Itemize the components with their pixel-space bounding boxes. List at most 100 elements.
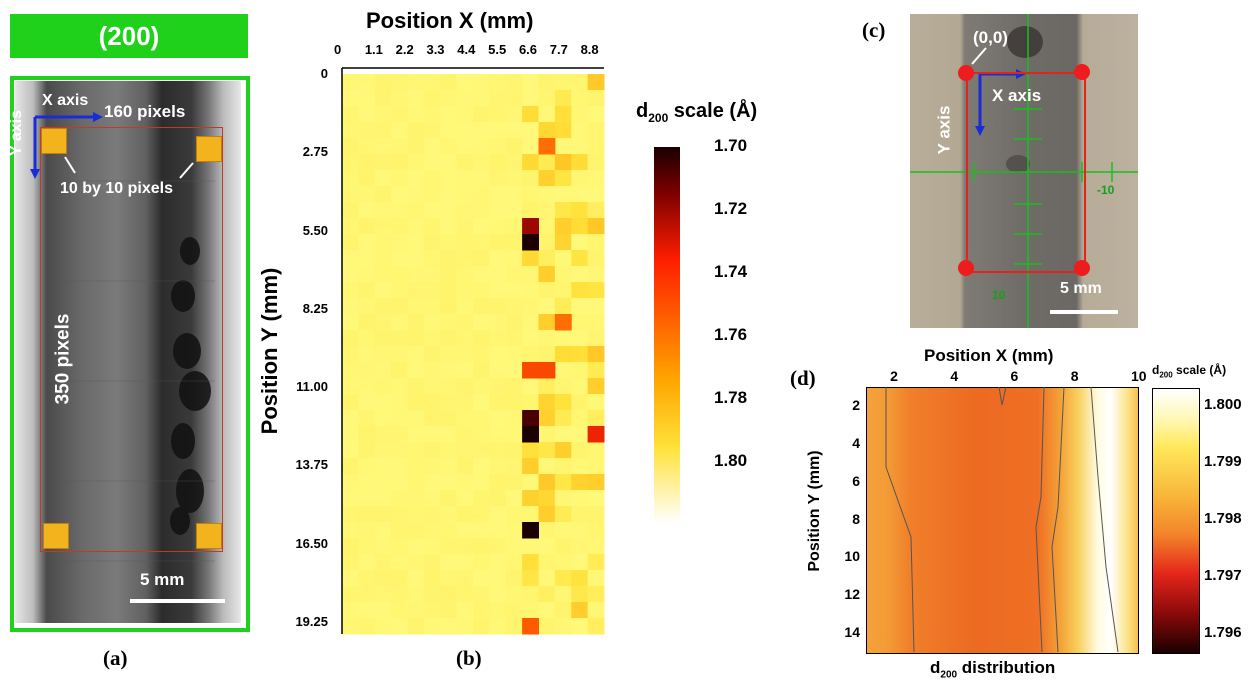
heatmap-cell — [423, 218, 441, 235]
heatmap-cell — [374, 298, 392, 315]
heatmap-cell — [374, 602, 392, 619]
panel-c-scale-label: 5 mm — [1060, 280, 1102, 297]
heatmap-cell — [407, 522, 425, 539]
heatmap-cell — [374, 426, 392, 443]
heatmap-cell — [456, 122, 474, 139]
heatmap-cell — [554, 234, 572, 251]
heatmap-cell — [587, 490, 605, 507]
heatmap-cell — [489, 522, 507, 539]
heatmap-cell — [407, 218, 425, 235]
heatmap-cell — [391, 330, 408, 347]
heatmap-cell — [440, 330, 458, 347]
heatmap-cell — [554, 138, 572, 155]
heatmap-cell — [456, 570, 474, 587]
heatmap-cell — [505, 426, 523, 443]
heatmap-cell — [489, 250, 507, 267]
heatmap-cell — [407, 266, 425, 283]
heatmap-cell — [358, 90, 376, 107]
heatmap-cell — [505, 266, 523, 283]
heatmap-cell — [473, 202, 490, 219]
heatmap-cell — [571, 314, 589, 331]
heatmap-cell — [473, 266, 490, 283]
heatmap-cell — [587, 138, 605, 155]
panel-a-square-label: 10 by 10 pixels — [60, 180, 173, 197]
heatmap-cell — [407, 234, 425, 251]
heatmap-cell — [358, 474, 376, 491]
heatmap-cell — [374, 362, 392, 379]
heatmap-cell — [440, 442, 458, 459]
heatmap-cell — [554, 122, 572, 139]
panel-a-scale-label: 5 mm — [140, 570, 185, 589]
heatmap-cell — [440, 218, 458, 235]
heatmap-cell — [374, 554, 392, 571]
heatmap-hotspot — [554, 314, 572, 331]
heatmap-cell — [587, 282, 605, 299]
heatmap-cell — [391, 474, 408, 491]
heatmap-cell — [554, 266, 572, 283]
heatmap-b-y-title: Position Y (mm) — [257, 267, 282, 435]
heatmap-cell — [489, 586, 507, 603]
heatmap-cell — [358, 234, 376, 251]
heatmap-d-y-tick: 14 — [844, 624, 860, 641]
heatmap-cell — [423, 458, 441, 475]
colorbar-b-tick: 1.80 — [714, 451, 748, 470]
heatmap-cell — [473, 154, 490, 171]
heatmap-cell — [342, 298, 359, 315]
heatmap-cell — [423, 138, 441, 155]
heatmap-cell — [489, 154, 507, 171]
heatmap-cell — [440, 490, 458, 507]
heatmap-cell — [505, 346, 523, 363]
heatmap-cell — [473, 282, 490, 299]
heatmap-cell — [587, 602, 605, 619]
heatmap-cell — [407, 170, 425, 187]
heatmap-b — [341, 67, 605, 635]
heatmap-cell — [342, 234, 359, 251]
heatmap-cell — [358, 266, 376, 283]
heatmap-cell — [473, 490, 490, 507]
heatmap-cell — [571, 474, 589, 491]
heatmap-cell — [374, 282, 392, 299]
heatmap-cell — [456, 90, 474, 107]
panel-d-bottom-title: d200 distribution — [930, 658, 1056, 681]
colorbar-b-tick: 1.72 — [714, 199, 748, 218]
heatmap-cell — [374, 490, 392, 507]
heatmap-cell — [554, 426, 572, 443]
specimen-roi-rectangle — [966, 72, 1086, 273]
heatmap-cell — [374, 234, 392, 251]
panel-a-caption: (a) — [103, 646, 128, 670]
heatmap-cell — [522, 282, 539, 299]
heatmap-cell — [456, 154, 474, 171]
heatmap-cell — [456, 282, 474, 299]
heatmap-cell — [440, 250, 458, 267]
heatmap-cell — [391, 410, 408, 427]
heatmap-cell — [423, 426, 441, 443]
heatmap-cell — [342, 186, 359, 203]
heatmap-cell — [456, 618, 474, 635]
heatmap-hotspot — [587, 426, 605, 443]
panel-c-caption: (c) — [862, 18, 886, 42]
heatmap-cell — [440, 154, 458, 171]
heatmap-cell — [374, 410, 392, 427]
heatmap-cell — [440, 170, 458, 187]
heatmap-cell — [342, 346, 359, 363]
heatmap-cell — [423, 490, 441, 507]
heatmap-cell — [473, 90, 490, 107]
panel-a-arrows — [30, 112, 225, 603]
roi-square-top-left — [41, 128, 67, 154]
heatmap-cell — [473, 122, 490, 139]
heatmap-cell — [505, 234, 523, 251]
heatmap-cell — [391, 90, 408, 107]
heatmap-cell — [505, 362, 523, 379]
heatmap-cell — [473, 618, 490, 635]
heatmap-cell — [374, 250, 392, 267]
heatmap-cell — [489, 506, 507, 523]
heatmap-cell — [522, 474, 539, 491]
heatmap-cell — [391, 234, 408, 251]
heatmap-b-x-tick: 4.4 — [457, 42, 476, 57]
heatmap-b-y-tick: 13.75 — [295, 457, 328, 473]
heatmap-cell — [489, 458, 507, 475]
heatmap-cell — [374, 522, 392, 539]
heatmap-cell — [358, 122, 376, 139]
heatmap-cell — [407, 570, 425, 587]
colorbar-b-tick: 1.70 — [714, 136, 748, 155]
